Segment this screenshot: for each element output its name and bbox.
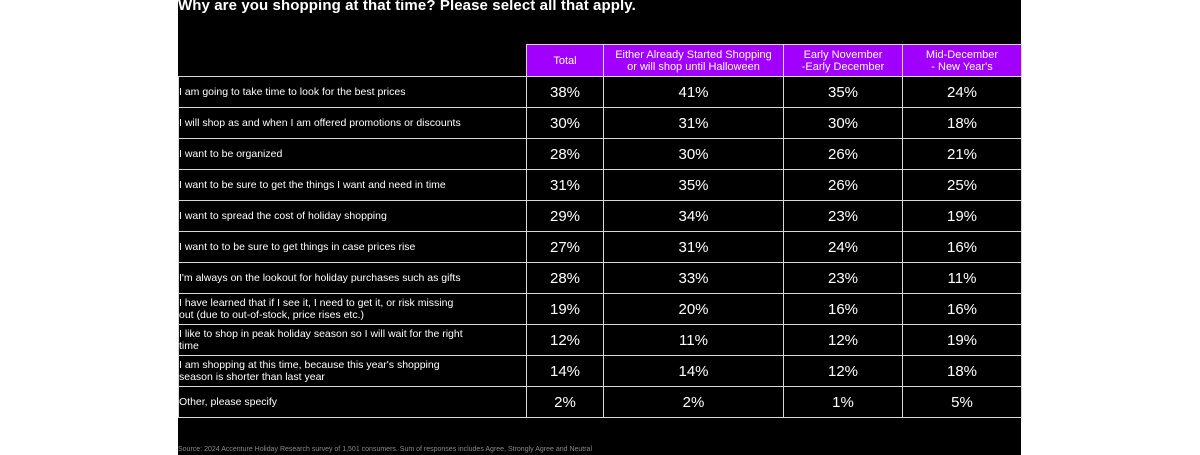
column-header-line: Either Already Started Shopping	[615, 48, 772, 61]
cell-value: 27%	[526, 231, 604, 263]
header-row: Total Either Already Started Shopping or w…	[178, 44, 1022, 77]
row-label: I am going to take time to look for the …	[178, 76, 527, 108]
cell-value: 26%	[783, 138, 903, 170]
cell-value: 31%	[526, 169, 604, 201]
cell-value: 16%	[902, 293, 1022, 325]
column-header: Mid-December - New Year's	[902, 44, 1022, 77]
cell-value: 31%	[603, 231, 784, 263]
column-header-line: Early November	[803, 48, 883, 61]
cell-value: 33%	[603, 262, 784, 294]
table-row: I want to to be sure to get things in ca…	[178, 231, 1022, 263]
cell-value: 18%	[902, 107, 1022, 139]
cell-value: 35%	[603, 169, 784, 201]
cell-value: 12%	[783, 324, 903, 356]
cell-value: 34%	[603, 200, 784, 232]
table-row: I'm always on the lookout for holiday pu…	[178, 262, 1022, 294]
column-header-line: -Early December	[801, 60, 885, 73]
cell-value: 14%	[526, 355, 604, 387]
row-label: Other, please specify	[178, 386, 527, 418]
cell-value: 29%	[526, 200, 604, 232]
table-row: I want to spread the cost of holiday sho…	[178, 200, 1022, 232]
cell-value: 23%	[783, 200, 903, 232]
header-corner	[178, 44, 527, 77]
row-label: I like to shop in peak holiday season so…	[178, 324, 527, 356]
cell-value: 20%	[603, 293, 784, 325]
cell-value: 2%	[526, 386, 604, 418]
column-header: Total	[526, 44, 604, 77]
row-label: I am shopping at this time, because this…	[178, 355, 527, 387]
table-row: Other, please specify 2% 2% 1% 5%	[178, 386, 1022, 418]
cell-value: 30%	[526, 107, 604, 139]
cell-value: 16%	[783, 293, 903, 325]
cell-value: 31%	[603, 107, 784, 139]
table-row: I am going to take time to look for the …	[178, 76, 1022, 108]
cell-value: 30%	[783, 107, 903, 139]
cell-value: 14%	[603, 355, 784, 387]
table-row: I will shop as and when I am offered pro…	[178, 107, 1022, 139]
row-label: I want to be organized	[178, 138, 527, 170]
cell-value: 24%	[783, 231, 903, 263]
cell-value: 2%	[603, 386, 784, 418]
row-label: I'm always on the lookout for holiday pu…	[178, 262, 527, 294]
cell-value: 11%	[902, 262, 1022, 294]
cell-value: 19%	[526, 293, 604, 325]
table-row: I am shopping at this time, because this…	[178, 355, 1022, 387]
column-header: Either Already Started Shopping or will s…	[603, 44, 784, 77]
cell-value: 41%	[603, 76, 784, 108]
cell-value: 38%	[526, 76, 604, 108]
row-label: I will shop as and when I am offered pro…	[178, 107, 527, 139]
cell-value: 19%	[902, 200, 1022, 232]
column-header: Early November -Early December	[783, 44, 903, 77]
row-label: I want to be sure to get the things I wa…	[178, 169, 527, 201]
cell-value: 5%	[902, 386, 1022, 418]
cell-value: 30%	[603, 138, 784, 170]
column-header-line: or will shop until Halloween	[627, 60, 760, 73]
table-row: I have learned that if I see it, I need …	[178, 293, 1022, 325]
row-label: I have learned that if I see it, I need …	[178, 293, 527, 325]
column-header-line: Mid-December	[925, 48, 999, 61]
cell-value: 12%	[783, 355, 903, 387]
cell-value: 26%	[783, 169, 903, 201]
cell-value: 12%	[526, 324, 604, 356]
cell-value: 11%	[603, 324, 784, 356]
survey-table: Total Either Already Started Shopping or w…	[178, 44, 1022, 418]
cell-value: 23%	[783, 262, 903, 294]
cell-value: 1%	[783, 386, 903, 418]
table-row: I like to shop in peak holiday season so…	[178, 324, 1022, 356]
cell-value: 19%	[902, 324, 1022, 356]
table-row: I want to be sure to get the things I wa…	[178, 169, 1022, 201]
cell-value: 18%	[902, 355, 1022, 387]
cell-value: 35%	[783, 76, 903, 108]
cell-value: 25%	[902, 169, 1022, 201]
row-label: I want to spread the cost of holiday sho…	[178, 200, 527, 232]
table-body: I am going to take time to look for the …	[178, 76, 1022, 418]
cell-value: 21%	[902, 138, 1022, 170]
column-header-line: Total	[553, 54, 577, 67]
cell-value: 24%	[902, 76, 1022, 108]
cell-value: 28%	[526, 138, 604, 170]
row-label: I want to to be sure to get things in ca…	[178, 231, 527, 263]
column-header-line: - New Year's	[931, 60, 993, 73]
source-note: Source: 2024 Accenture Holiday Research …	[178, 446, 593, 453]
cell-value: 28%	[526, 262, 604, 294]
table-row: I want to be organized 28% 30% 26% 21%	[178, 138, 1022, 170]
cell-value: 16%	[902, 231, 1022, 263]
chart-title: Why are you shopping at that time? Pleas…	[178, 0, 636, 14]
